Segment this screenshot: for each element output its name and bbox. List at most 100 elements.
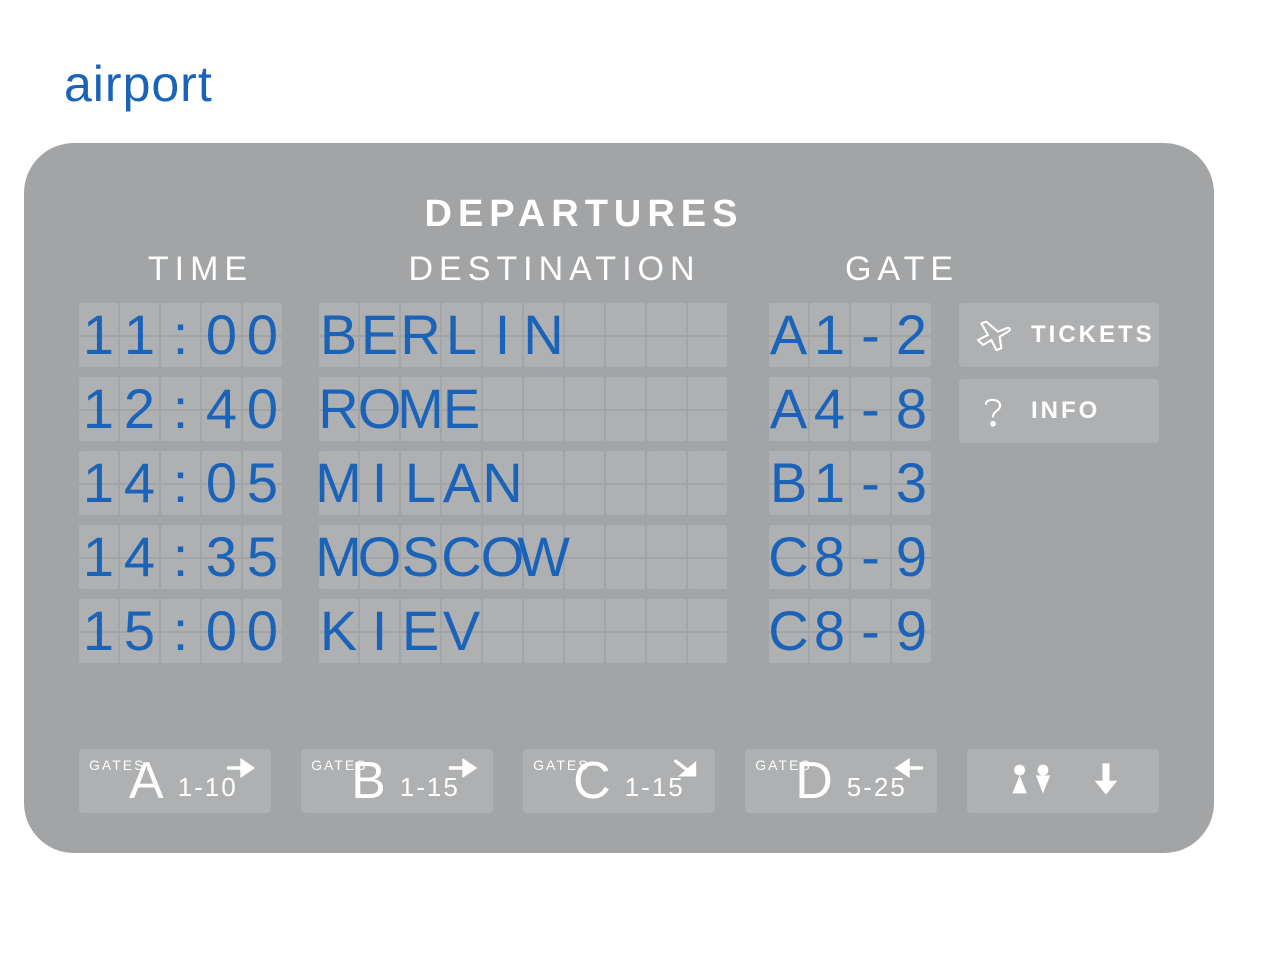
flap-cell [688, 451, 727, 515]
gate-label: GATES [533, 757, 589, 773]
flap-cell [688, 377, 727, 441]
flap-cell: : [161, 525, 200, 589]
flap-char: M [397, 381, 444, 437]
flap-char: 5 [247, 529, 278, 585]
flap-cell: A [442, 451, 481, 515]
flap-cell: - [851, 525, 890, 589]
gate-sign-a: GATESA1-10 [79, 749, 271, 813]
flap-group: 14:35 [79, 525, 294, 589]
flap-cell: V [442, 599, 481, 663]
board-header: DEPARTURES [304, 193, 864, 236]
flap-cell [565, 525, 604, 589]
side-buttons: TICKETS INFO [959, 303, 1159, 443]
flap-char: : [173, 307, 189, 363]
flap-cell [647, 599, 686, 663]
flap-cell: 2 [120, 377, 159, 441]
arrow-right-icon [447, 757, 481, 779]
flap-cell: C [769, 599, 808, 663]
flap-cell: 1 [810, 303, 849, 367]
flap-char: 9 [896, 529, 927, 585]
flap-char: S [402, 529, 439, 585]
flap-char: 8 [896, 381, 927, 437]
info-button[interactable]: INFO [959, 379, 1159, 443]
flap-char: 0 [247, 307, 278, 363]
flap-group: C8-9 [769, 525, 939, 589]
flap-cell [606, 525, 645, 589]
flap-char: 1 [814, 455, 845, 511]
col-header-gate: GATE [797, 250, 1007, 289]
flap-cell: : [161, 377, 200, 441]
flap-cell: 4 [810, 377, 849, 441]
flap-cell [606, 599, 645, 663]
flap-cell: 8 [810, 525, 849, 589]
flap-cell [565, 377, 604, 441]
col-header-destination: DESTINATION [322, 250, 787, 289]
flap-group: MILAN [319, 451, 739, 515]
flight-row: 14:35MOSCOWC8-9 [79, 525, 1159, 589]
flap-cell: 3 [892, 451, 931, 515]
flap-cell: : [161, 599, 200, 663]
gate-sign-c: GATESC1-15 [523, 749, 715, 813]
flap-cell: 8 [892, 377, 931, 441]
flap-char: 3 [206, 529, 237, 585]
flap-char: B [770, 455, 807, 511]
flap-char: M [315, 529, 362, 585]
arrow-right-icon [225, 757, 259, 779]
flap-cell: M [319, 451, 358, 515]
flap-char: 1 [83, 307, 114, 363]
flap-cell [565, 303, 604, 367]
tickets-label: TICKETS [1031, 321, 1155, 349]
flap-char: : [173, 381, 189, 437]
flap-char: 0 [206, 603, 237, 659]
flap-cell: C [442, 525, 481, 589]
flap-cell [647, 451, 686, 515]
flap-cell: I [360, 451, 399, 515]
question-icon [971, 389, 1015, 433]
flap-group: 15:00 [79, 599, 294, 663]
flap-cell [524, 377, 563, 441]
flap-cell: 1 [810, 451, 849, 515]
flap-cell: - [851, 599, 890, 663]
flap-char: E [361, 307, 398, 363]
flap-cell: 5 [243, 451, 282, 515]
people-icon [1007, 761, 1061, 802]
column-headers: TIME DESTINATION GATE [79, 250, 1159, 289]
flight-row: 14:05MILANB1-3 [79, 451, 1159, 515]
arrow-down-right-icon [669, 757, 703, 779]
flap-cell [565, 599, 604, 663]
flap-char: 4 [206, 381, 237, 437]
flap-char: C [441, 529, 481, 585]
flap-cell [606, 451, 645, 515]
info-label: INFO [1031, 397, 1100, 425]
flap-cell: - [851, 303, 890, 367]
flap-char: 0 [247, 381, 278, 437]
departure-board: DEPARTURES TIME DESTINATION GATE 11:00BE… [24, 143, 1214, 853]
flap-char: A [770, 307, 807, 363]
flap-char: B [320, 307, 357, 363]
flap-char: 1 [124, 307, 155, 363]
flap-char: R [400, 307, 440, 363]
gate-label: GATES [89, 757, 145, 773]
flap-char: M [315, 455, 362, 511]
flap-char: 5 [247, 455, 278, 511]
tickets-button[interactable]: TICKETS [959, 303, 1159, 367]
flap-cell: 4 [120, 451, 159, 515]
flap-group: A4-8 [769, 377, 939, 441]
flap-cell: E [401, 599, 440, 663]
arrow-down-icon [1093, 761, 1119, 802]
flap-cell [647, 525, 686, 589]
flap-cell: 0 [243, 377, 282, 441]
flap-cell: I [483, 303, 522, 367]
flap-cell [688, 599, 727, 663]
flap-char: C [768, 529, 808, 585]
flap-char: 0 [206, 307, 237, 363]
flap-char: N [523, 307, 563, 363]
flap-cell: O [360, 525, 399, 589]
flap-char: N [482, 455, 522, 511]
flap-char: 8 [814, 529, 845, 585]
arrow-left-icon [891, 757, 925, 779]
flap-char: 1 [83, 603, 114, 659]
flap-char: - [861, 529, 880, 585]
misc-sign [967, 749, 1159, 813]
flap-cell: 1 [120, 303, 159, 367]
